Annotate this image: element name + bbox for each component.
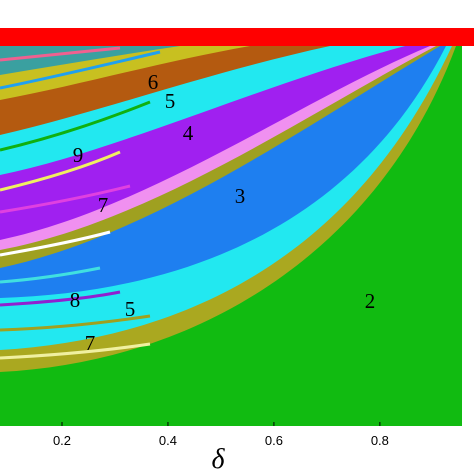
region-label: 4 bbox=[183, 121, 194, 145]
x-axis-label: δ bbox=[211, 444, 225, 474]
streak bbox=[0, 150, 121, 192]
region-label: 7 bbox=[85, 331, 96, 355]
region-label: 9 bbox=[73, 143, 84, 167]
x-tick-label: 0.4 bbox=[159, 433, 177, 448]
streak bbox=[0, 342, 151, 360]
streak bbox=[0, 50, 161, 90]
region-label: 5 bbox=[165, 89, 176, 113]
region-label: 8 bbox=[70, 288, 81, 312]
region-label: 2 bbox=[365, 289, 376, 313]
streak bbox=[0, 46, 121, 62]
region bbox=[0, 46, 180, 75]
region-label: 3 bbox=[235, 184, 246, 208]
streak bbox=[0, 230, 111, 257]
streaks bbox=[0, 46, 161, 360]
region-label: 7 bbox=[98, 193, 109, 217]
streak bbox=[0, 100, 151, 152]
region bbox=[0, 28, 474, 46]
streak bbox=[0, 290, 121, 307]
region-label: 6 bbox=[148, 70, 159, 94]
x-tick-label: 0.2 bbox=[53, 433, 71, 448]
streak bbox=[0, 184, 131, 214]
streak bbox=[0, 314, 151, 332]
x-tick-label: 0.8 bbox=[371, 433, 389, 448]
x-tick-label: 0.6 bbox=[265, 433, 283, 448]
region-label: 5 bbox=[125, 297, 136, 321]
streak bbox=[0, 266, 101, 284]
